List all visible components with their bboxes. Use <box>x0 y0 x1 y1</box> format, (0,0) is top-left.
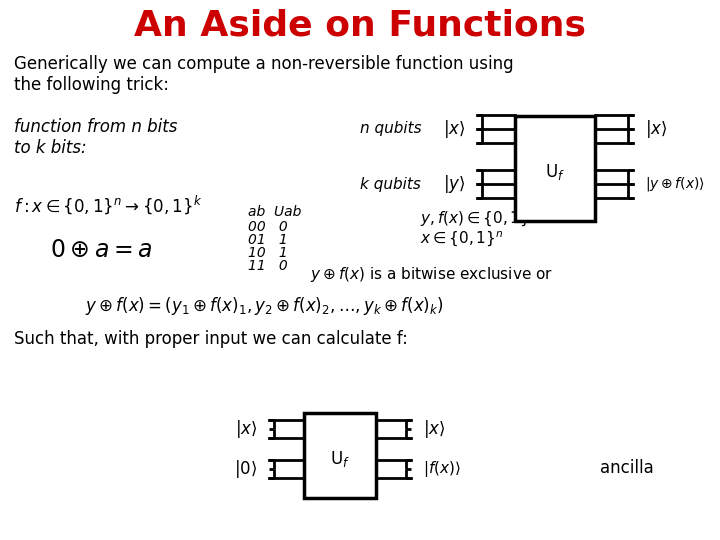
Text: $|y\rangle$: $|y\rangle$ <box>443 173 465 195</box>
Text: $\mathrm{U}_f$: $\mathrm{U}_f$ <box>330 449 350 469</box>
Text: function from n bits
to k bits:: function from n bits to k bits: <box>14 118 177 157</box>
Text: $|x\rangle$: $|x\rangle$ <box>443 118 465 140</box>
Text: $x \in \{0,1\}^n$: $x \in \{0,1\}^n$ <box>420 230 503 249</box>
Text: $y \oplus f(x) = (y_1 \oplus f(x)_1, y_2 \oplus f(x)_2, \ldots, y_k \oplus f(x)_: $y \oplus f(x) = (y_1 \oplus f(x)_1, y_2… <box>85 295 444 317</box>
Text: $|0\rangle$: $|0\rangle$ <box>234 458 257 480</box>
Text: $y \oplus f(x)$ is a bitwise exclusive or: $y \oplus f(x)$ is a bitwise exclusive o… <box>310 265 553 284</box>
Text: $|x\rangle$: $|x\rangle$ <box>645 118 667 140</box>
Text: n qubits: n qubits <box>360 122 422 137</box>
Text: 01   1: 01 1 <box>248 233 288 247</box>
Text: 11   0: 11 0 <box>248 259 288 273</box>
Text: $y, f(x) \in \{0,1\}^k$: $y, f(x) \in \{0,1\}^k$ <box>420 208 538 229</box>
Text: Such that, with proper input we can calculate f:: Such that, with proper input we can calc… <box>14 330 408 348</box>
Text: 00   0: 00 0 <box>248 220 288 234</box>
Text: $0 \oplus a = a$: $0 \oplus a = a$ <box>50 238 153 262</box>
Text: $|x\rangle$: $|x\rangle$ <box>235 418 257 440</box>
Text: An Aside on Functions: An Aside on Functions <box>134 9 586 43</box>
Text: ancilla: ancilla <box>600 459 654 477</box>
Text: k qubits: k qubits <box>360 177 421 192</box>
Text: $f: x \in \{0,1\}^n \rightarrow \{0,1\}^k$: $f: x \in \{0,1\}^n \rightarrow \{0,1\}^… <box>14 193 202 216</box>
Text: $\mathrm{U}_f$: $\mathrm{U}_f$ <box>545 162 565 182</box>
FancyBboxPatch shape <box>304 413 376 497</box>
Text: ab  Uab: ab Uab <box>248 205 302 219</box>
Text: $|x\rangle$: $|x\rangle$ <box>423 418 446 440</box>
Text: $|f(x)\rangle$: $|f(x)\rangle$ <box>423 459 461 479</box>
Text: 10   1: 10 1 <box>248 246 288 260</box>
FancyBboxPatch shape <box>515 116 595 220</box>
Text: Generically we can compute a non-reversible function using
the following trick:: Generically we can compute a non-reversi… <box>14 55 513 94</box>
Text: $|y \oplus f(x)\rangle$: $|y \oplus f(x)\rangle$ <box>645 175 705 193</box>
